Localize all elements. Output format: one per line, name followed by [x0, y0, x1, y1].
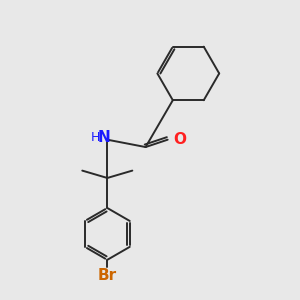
Text: H: H — [90, 131, 100, 144]
Text: N: N — [98, 130, 111, 145]
Text: O: O — [173, 132, 186, 147]
Text: Br: Br — [98, 268, 117, 283]
